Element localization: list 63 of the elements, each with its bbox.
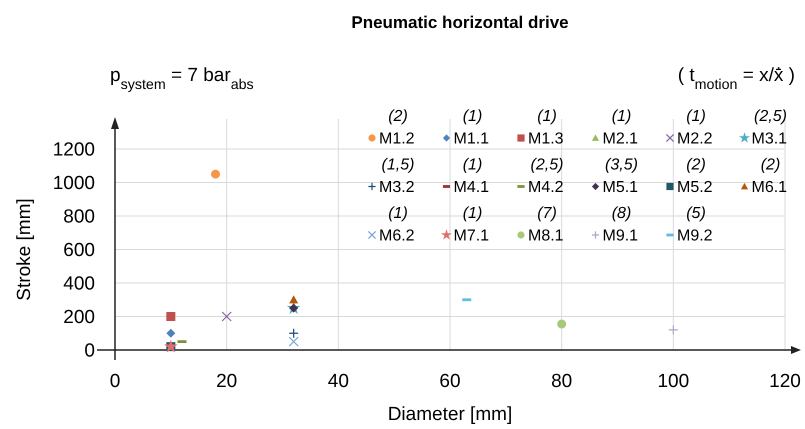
legend-label: M9.1 — [602, 228, 638, 245]
legend-label: M3.2 — [379, 179, 415, 196]
point — [166, 312, 176, 321]
x-tick-label: 100 — [657, 371, 690, 392]
x-tick-label: 80 — [551, 371, 572, 392]
legend-label: M2.2 — [677, 130, 713, 148]
legend-label: M4.2 — [528, 179, 564, 196]
x-tick-label: 120 — [769, 371, 801, 392]
annotation: (1) — [462, 205, 482, 222]
annotation: (8) — [612, 205, 632, 222]
annotation: (3,5) — [605, 156, 638, 174]
text: (1) — [462, 108, 482, 125]
x-axis-title: Diameter [mm] — [388, 404, 512, 425]
annotation: (2) — [760, 156, 780, 174]
legend-label: M6.1 — [752, 179, 788, 196]
point — [288, 336, 299, 347]
legend-label: M5.2 — [677, 179, 713, 196]
y-tick-label: 0 — [84, 340, 95, 362]
x-tick-label: 40 — [328, 371, 349, 392]
chart-title: Pneumatic horizontal drive — [351, 13, 569, 32]
y-tick-label: 600 — [63, 240, 95, 262]
annotation: (7) — [537, 205, 557, 222]
point — [288, 328, 299, 338]
text: (1) — [686, 108, 706, 125]
legend-label: M2.1 — [602, 130, 638, 148]
legend-label: M6.2 — [379, 228, 415, 245]
x-tick-label: 0 — [110, 371, 120, 392]
y-tick-label: 400 — [63, 274, 95, 295]
point — [166, 328, 176, 338]
x-tick-label: 60 — [439, 371, 461, 392]
legend-label: M1.2 — [379, 130, 415, 148]
annotation: (1) — [388, 205, 408, 222]
y-tick-label: 1200 — [52, 140, 95, 161]
y-axis-title: Stroke [mm] — [14, 198, 35, 301]
annotation: (1,5) — [382, 156, 414, 174]
point — [557, 320, 566, 329]
legend-label: M1.3 — [528, 130, 564, 148]
point — [211, 170, 220, 179]
y-tick-label: 800 — [63, 206, 95, 228]
legend-label: M1.1 — [454, 130, 490, 148]
text: ( t$_{motion}$ = x/ẋ̄ ) — [678, 65, 795, 93]
y-tick-label: 1000 — [52, 173, 95, 194]
point — [222, 311, 232, 322]
legend-label: M4.1 — [454, 179, 490, 196]
annotation: (5) — [686, 205, 706, 222]
point — [289, 295, 298, 304]
text: (2,5) — [754, 108, 787, 125]
legend-label: M7.1 — [454, 228, 490, 245]
text: (2) — [388, 108, 408, 125]
annotation: (2,5) — [530, 156, 564, 174]
annotation: (1) — [462, 156, 482, 174]
point — [668, 324, 678, 335]
point — [164, 339, 178, 352]
legend-label: M3.1 — [752, 130, 788, 148]
legend-label: M8.1 — [528, 228, 564, 245]
annotation: (2) — [686, 156, 706, 174]
text: (1) — [537, 108, 557, 125]
legend-label: M5.1 — [602, 179, 638, 196]
x-tick-label: 20 — [216, 371, 238, 392]
text: p$_{system}$ = 7 bar$_{abs}$ — [110, 65, 254, 93]
text: (1) — [612, 108, 632, 125]
legend-label: M9.2 — [677, 228, 713, 245]
y-tick-label: 200 — [63, 307, 95, 328]
